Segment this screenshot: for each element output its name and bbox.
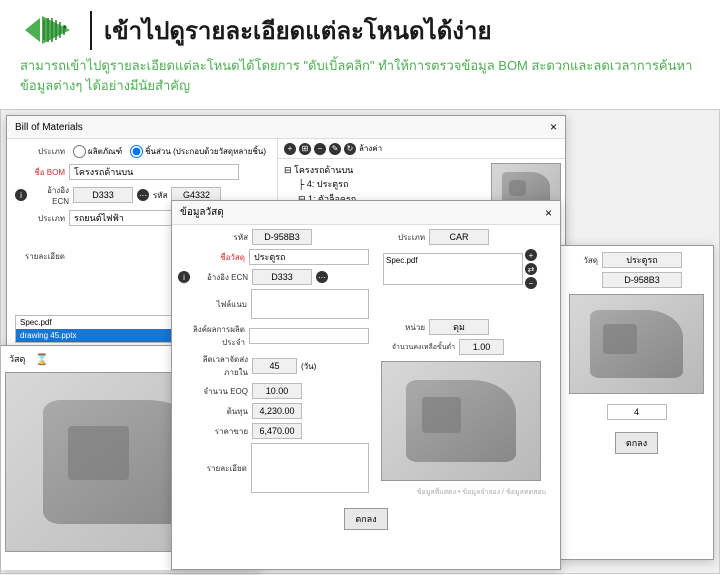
- name-input[interactable]: [249, 249, 369, 265]
- radio-component[interactable]: ชิ้นส่วน (ประกอบด้วยวัสดุหลายชิ้น): [130, 145, 266, 158]
- vendor-label: ลิงค์ผลการผลิตประจำ: [180, 323, 245, 349]
- add-icon[interactable]: +: [284, 143, 296, 155]
- material-dialog: ข้อมูลวัสดุ × รหัส ชื่อวัสดุ i อ้างอิง E…: [171, 200, 561, 570]
- spec-box[interactable]: Spec.pdf: [383, 253, 523, 285]
- code-label: รหัส: [180, 231, 248, 244]
- info-icon[interactable]: i: [178, 271, 190, 283]
- remove-file-icon[interactable]: −: [525, 277, 537, 289]
- material-dialog-title: ข้อมูลวัสดุ: [180, 205, 224, 220]
- lead-unit: (วัน): [301, 360, 316, 373]
- unit-input[interactable]: [429, 319, 489, 335]
- cost-input[interactable]: [252, 403, 302, 419]
- hourglass-icon: ⌛: [35, 353, 49, 366]
- car-detail-image: [569, 294, 704, 394]
- dialog-footnote: ข้อมูลที่แสดง • ข้อมูลจำลอง / ข้อมูลทดสอ…: [377, 485, 552, 500]
- app-container: Bill of Materials × ประเภท ผลิตภัณฑ์ ชิ้…: [0, 109, 720, 574]
- min-input[interactable]: [459, 339, 504, 355]
- page-subtitle: สามารถเข้าไปดูรายละเอียดแต่ละโหนดได้โดยก…: [20, 56, 700, 95]
- note-area[interactable]: [251, 443, 369, 493]
- mat-id-input[interactable]: [602, 272, 682, 288]
- page-title: เข้าไปดูรายละเอียดแต่ละโหนดได้ง่าย: [90, 11, 492, 50]
- ecn-more-icon[interactable]: ⋯: [137, 189, 149, 201]
- add-file-icon[interactable]: +: [525, 249, 537, 261]
- bom-name-input[interactable]: [69, 164, 239, 180]
- mat-label: วัสดุ: [568, 254, 598, 267]
- name-label: ชื่อวัสดุ: [180, 251, 245, 264]
- cost-label: ต้นทุน: [180, 405, 248, 418]
- note-label: รายละเอียด: [180, 462, 247, 475]
- file-label: ไฟล์แนบ: [180, 298, 247, 311]
- bom-window-title: Bill of Materials: [15, 122, 83, 133]
- ecn-input[interactable]: [73, 187, 133, 203]
- car-dialog-image: [381, 361, 541, 481]
- expand-icon[interactable]: ⊞: [299, 143, 311, 155]
- rev-label: รหัส: [153, 189, 167, 202]
- edit-icon[interactable]: ✎: [329, 143, 341, 155]
- radio-product[interactable]: ผลิตภัณฑ์: [73, 145, 122, 158]
- bom-name-label: ชื่อ BOM: [15, 166, 65, 179]
- category-label: ประเภท: [15, 212, 65, 225]
- ecn-input[interactable]: [252, 269, 312, 285]
- close-icon[interactable]: ×: [550, 120, 557, 134]
- type-label: ประเภท: [15, 145, 65, 158]
- price-input[interactable]: [252, 423, 302, 439]
- price-label: ราคาขาย: [180, 425, 248, 438]
- ok-button[interactable]: ตกลง: [344, 508, 387, 530]
- vendor-input[interactable]: [249, 328, 369, 344]
- tree-node: ├ 4: ประตูรถ: [284, 177, 481, 191]
- min-label: จำนวนคงเหลือขั้นต่ำ: [385, 342, 455, 353]
- link-icon[interactable]: ⇄: [525, 263, 537, 275]
- detail-window: วัสดุ ตกลง: [559, 245, 714, 560]
- lead-label: ลีดเวลาจัดส่งภายใน: [180, 353, 248, 379]
- lead-input[interactable]: [252, 358, 297, 374]
- ecn-label: อ้างอิง ECN: [194, 271, 248, 284]
- info-icon[interactable]: i: [15, 189, 27, 201]
- material-label: วัสดุ: [9, 352, 25, 366]
- close-icon[interactable]: ×: [545, 206, 552, 220]
- more-icon[interactable]: ⋯: [316, 271, 328, 283]
- code-input[interactable]: [252, 229, 312, 245]
- ok-button[interactable]: ตกลง: [615, 432, 658, 454]
- file-area[interactable]: [251, 289, 369, 319]
- detail-label: รายละเอียด: [15, 250, 65, 263]
- ecn-label: อ้างอิง ECN: [31, 184, 69, 206]
- eoq-label: จำนวน EOQ: [180, 385, 248, 398]
- qty-input[interactable]: [607, 404, 667, 420]
- type-input[interactable]: [429, 229, 489, 245]
- tree-root: ⊟ โครงรถด้านบน: [284, 163, 481, 177]
- refresh-icon[interactable]: ↻: [344, 143, 356, 155]
- remove-icon[interactable]: −: [314, 143, 326, 155]
- fish-logo: [20, 10, 80, 50]
- type-label: ประเภท: [385, 231, 425, 244]
- refresh-label: ล้างค่า: [359, 142, 382, 155]
- mat-name-input[interactable]: [602, 252, 682, 268]
- unit-label: หน่วย: [385, 321, 425, 334]
- eoq-input[interactable]: [252, 383, 302, 399]
